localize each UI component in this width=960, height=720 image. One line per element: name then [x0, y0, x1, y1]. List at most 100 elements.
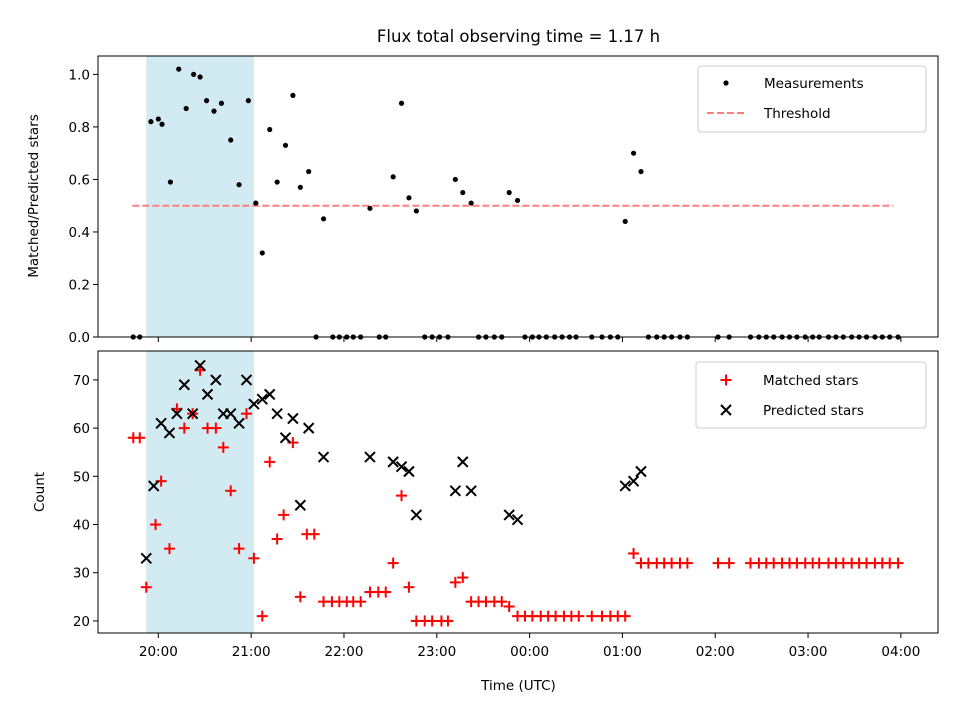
predicted-star-marker: [271, 407, 283, 420]
observing-window-shade: [146, 56, 254, 337]
matched-star-marker: [308, 528, 320, 540]
y-tick-label: 0.4: [69, 225, 90, 241]
measurement-point: [228, 137, 234, 143]
measurement-point: [176, 66, 182, 72]
bottom-y-axis-label: Count: [32, 472, 48, 512]
measurement-point: [297, 184, 303, 190]
predicted-star-marker: [233, 417, 245, 430]
measurement-point: [452, 176, 458, 183]
legend-matched-label: Matched stars: [763, 373, 859, 389]
x-tick-label: 01:00: [603, 644, 642, 660]
matched-star-marker: [712, 557, 724, 569]
x-tick-label: 23:00: [417, 644, 456, 660]
predicted-star-marker: [147, 480, 160, 492]
matched-star-marker: [449, 576, 461, 588]
matched-star-marker: [150, 519, 162, 531]
matched-star-marker: [586, 610, 598, 622]
matched-star-marker: [294, 591, 306, 603]
matched-star-marker: [619, 610, 631, 622]
predicted-star-marker: [287, 412, 299, 425]
measurement-point: [218, 100, 225, 106]
measurement-point: [211, 108, 217, 114]
measurement-point: [514, 197, 521, 204]
predicted-star-marker: [240, 374, 253, 386]
top-legend: Measurements Threshold: [697, 65, 927, 133]
matched-star-marker: [387, 557, 399, 569]
predicted-star-marker: [186, 407, 199, 420]
measurement-point: [282, 142, 289, 148]
measurement-point: [203, 98, 210, 104]
y-tick-label: 40: [73, 518, 90, 534]
top-axes-frame: [97, 55, 939, 338]
predicted-star-marker: [248, 398, 260, 410]
bottom-panel: 20 30 40 50 60 70 20:00 21:00 22:00 23:00 00:00 01:…: [32, 350, 939, 694]
matched-star-marker: [628, 547, 640, 559]
measurement-point: [159, 121, 165, 127]
matched-star-marker: [241, 408, 253, 420]
measurement-point: [306, 168, 312, 175]
measurement-point: [259, 250, 265, 256]
predicted-star-marker: [635, 465, 647, 478]
measurement-point: [622, 218, 628, 225]
predicted-star-marker: [210, 374, 222, 386]
predicted-star-marker: [387, 456, 399, 468]
y-tick-label: 60: [73, 421, 90, 437]
matched-star-marker: [233, 543, 245, 555]
legend-measurement-marker: [723, 80, 729, 86]
x-tick-label: 00:00: [510, 644, 549, 660]
x-tick-label: 02:00: [696, 644, 735, 660]
measurement-point: [167, 179, 173, 185]
measurement-point: [236, 182, 242, 188]
bottom-legend: Matched stars Predicted stars: [695, 361, 927, 429]
matched-star-marker: [271, 533, 283, 545]
measurement-point: [290, 92, 296, 98]
matched-star-marker: [892, 557, 904, 569]
legend-predicted-label: Predicted stars: [763, 403, 864, 419]
matched-star-marker: [256, 610, 268, 622]
legend-matched-marker: [720, 374, 732, 386]
chart-title: Flux total observing time = 1.17 h: [377, 27, 660, 46]
measurement-point: [148, 119, 154, 125]
bottom-axes-frame: [97, 350, 939, 634]
y-tick-label: 30: [73, 566, 90, 582]
matched-star-marker: [178, 422, 190, 434]
x-tick-label: 20:00: [139, 644, 178, 660]
bottom-legend-frame: [695, 361, 927, 429]
measurement-point: [630, 150, 637, 156]
measurement-point: [506, 189, 512, 196]
top-panel: 0.0 0.2 0.4 0.6 0.8 1.0 Matched/Predicted sta…: [26, 55, 939, 346]
matched-star-marker: [681, 557, 693, 569]
y-tick-label: 50: [73, 469, 90, 485]
predicted-star-marker: [163, 427, 176, 439]
y-tick-label: 0.8: [69, 120, 90, 136]
x-tick-label: 22:00: [325, 644, 364, 660]
measurement-point: [191, 71, 197, 77]
measurement-point: [367, 205, 373, 211]
predicted-star-marker: [457, 456, 469, 468]
predicted-star-marker: [511, 514, 524, 526]
matched-star-marker: [403, 581, 415, 593]
legend-predicted-marker: [720, 404, 732, 416]
matched-star-marker: [210, 422, 222, 434]
measurement-point: [320, 216, 327, 222]
matched-star-marker: [573, 610, 585, 622]
legend-measurements-label: Measurements: [764, 76, 864, 92]
measurement-point: [460, 189, 466, 196]
measurement-point: [155, 116, 161, 122]
predicted-star-marker: [264, 388, 276, 401]
matched-star-marker: [264, 456, 276, 468]
legend-threshold-label: Threshold: [763, 106, 831, 122]
predicted-star-marker: [178, 379, 191, 391]
predicted-star-marker: [294, 499, 307, 511]
measurement-point: [253, 200, 259, 206]
y-tick-label: 0.2: [69, 277, 90, 293]
matched-star-marker: [134, 432, 146, 444]
matched-star-marker: [278, 509, 290, 521]
measurement-point: [406, 195, 412, 201]
y-tick-label: 20: [73, 614, 90, 630]
predicted-star-marker: [256, 393, 268, 405]
predicted-star-marker: [194, 359, 206, 372]
bottom-plot-area: 20 30 40 50 60 70 20:00 21:00 22:00 23:00 00:00 01:…: [73, 350, 939, 660]
y-tick-label: 70: [73, 373, 90, 389]
measurement-point: [413, 208, 419, 214]
